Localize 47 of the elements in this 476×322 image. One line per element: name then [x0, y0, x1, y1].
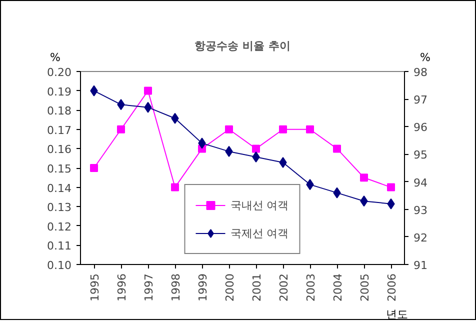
legend-label: 국내선 여객: [230, 198, 289, 212]
point: [306, 125, 314, 134]
y2-tick-label: 92: [414, 231, 428, 244]
x-tick-label: 1997: [142, 273, 156, 302]
y2-tick-label: 95: [414, 148, 428, 162]
x-tick-label: 2004: [332, 273, 344, 302]
point: [279, 125, 287, 134]
point: [171, 183, 179, 192]
x-tick-label: 2006: [386, 273, 398, 302]
y-tick-label: 0.20: [47, 66, 72, 79]
point: [387, 183, 395, 192]
y2-tick-label: 94: [414, 176, 428, 190]
point: [333, 144, 341, 153]
point: [252, 144, 260, 153]
y-tick-label: 0.12: [47, 220, 72, 234]
y-tick-label: 0.11: [47, 240, 72, 253]
y2-tick-label: 91: [414, 259, 428, 272]
y2-tick-label: 96: [414, 121, 428, 134]
y2-axis-title: %: [420, 50, 430, 66]
point: [225, 125, 233, 134]
legend-label: 국제선 여객: [230, 226, 289, 240]
x-tick-label: 2005: [358, 273, 372, 302]
chart-title: 항공수송 비율 추이: [194, 40, 290, 52]
y2-tick-label: 97: [414, 94, 428, 107]
y2-tick-label: 93: [414, 204, 428, 217]
y-tick-label: 0.18: [47, 104, 72, 118]
y-tick-label: 0.15: [47, 162, 72, 176]
point: [360, 174, 368, 182]
y-tick-label: 0.14: [47, 182, 72, 195]
x-tick-label: 2003: [304, 273, 318, 302]
y-tick-label: 0.10: [47, 259, 72, 272]
y-tick-label: 0.13: [47, 201, 72, 214]
x-tick-label: 2002: [278, 273, 290, 302]
y-tick-label: 0.16: [47, 143, 72, 156]
x-tick-label: 1996: [116, 273, 128, 302]
y2-tick-label: 98: [414, 66, 428, 79]
y-axis-title: %: [50, 50, 60, 66]
x-tick-label: 2000: [224, 273, 236, 302]
x-tick-label: 1995: [88, 273, 102, 302]
y-tick-label: 0.17: [47, 124, 72, 137]
point: [117, 125, 125, 134]
x-tick-label: 2001: [250, 273, 264, 302]
y-tick-label: 0.19: [47, 85, 72, 98]
x-tick-label: 1999: [196, 273, 210, 302]
point: [144, 86, 152, 95]
point: [90, 164, 98, 172]
x-tick-label: 1998: [170, 273, 182, 302]
